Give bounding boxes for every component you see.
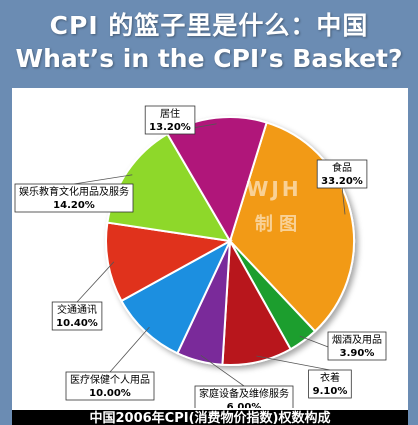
slice-label-box bbox=[14, 183, 134, 213]
chart-caption: 中国2006年CPI(消费物价指数)权数构成 bbox=[12, 410, 408, 425]
slice-label-group: 交通通讯 10.40% bbox=[51, 301, 103, 331]
slice-label-group: 家庭设备及维修服务 6.00% bbox=[194, 385, 294, 408]
slice-value: 13.20% bbox=[149, 122, 191, 133]
slice-label-box bbox=[327, 331, 387, 361]
slice-label: 家庭设备及维修服务 bbox=[199, 387, 289, 400]
slice-value: 33.20% bbox=[321, 176, 363, 187]
slice-value: 14.20% bbox=[53, 200, 95, 211]
slice-value: 3.90% bbox=[340, 348, 375, 359]
leader-line bbox=[76, 261, 115, 303]
pie-slice bbox=[106, 132, 232, 243]
slice-label-group: 居住 13.20% bbox=[144, 105, 196, 135]
slice-label-group: 衣着 9.10% bbox=[308, 369, 352, 399]
pie-chart: 食品 33.20% 烟酒及用品 3.90% 衣着 9.10% 家庭设备及维修服务 6.00% 医… bbox=[14, 105, 387, 408]
slice-label-group: 娱乐教育文化用品及服务 14.20% bbox=[14, 183, 134, 213]
pie-slice bbox=[105, 221, 234, 303]
slice-value: 9.10% bbox=[313, 386, 348, 397]
slice-label-group: 医疗保健个人用品 10.00% bbox=[65, 371, 155, 401]
slice-label: 医疗保健个人用品 bbox=[70, 373, 150, 386]
slice-label: 衣着 bbox=[320, 371, 340, 384]
slice-value: 10.00% bbox=[89, 388, 131, 399]
leader-line bbox=[200, 354, 245, 387]
leader-line bbox=[256, 355, 331, 371]
slice-label-box bbox=[308, 369, 352, 399]
slice-label: 食品 bbox=[332, 161, 352, 174]
slice-value: 10.40% bbox=[56, 318, 98, 329]
slice-label: 交通通讯 bbox=[57, 303, 97, 316]
slice-label-box bbox=[144, 105, 196, 135]
slice-label: 居住 bbox=[160, 107, 180, 120]
leader-line bbox=[109, 326, 150, 373]
slice-label-box bbox=[194, 385, 294, 408]
watermark-zhitu: 制 图 bbox=[255, 214, 297, 235]
slice-label-group: 烟酒及用品 3.90% bbox=[327, 331, 387, 361]
leader-line bbox=[73, 174, 133, 185]
slice-label-box bbox=[65, 371, 155, 401]
slice-label-group: 食品 33.20% bbox=[316, 159, 368, 189]
slice-label: 烟酒及用品 bbox=[332, 333, 382, 346]
chart-panel: 食品 33.20% 烟酒及用品 3.90% 衣着 9.10% 家庭设备及维修服务 6.00% 医… bbox=[12, 88, 408, 425]
chart-title-en: What’s in the CPI’s Basket? bbox=[15, 44, 403, 73]
slice-label-box bbox=[316, 159, 368, 189]
watermark-wjh: WJH bbox=[246, 177, 301, 201]
slice-value: 6.00% bbox=[227, 402, 262, 408]
slice-label-box bbox=[51, 301, 103, 331]
chart-title-cn: CPI 的篮子里是什么：中国 bbox=[49, 11, 369, 40]
leader-line bbox=[341, 185, 346, 215]
slice-label: 娱乐教育文化用品及服务 bbox=[19, 185, 129, 198]
